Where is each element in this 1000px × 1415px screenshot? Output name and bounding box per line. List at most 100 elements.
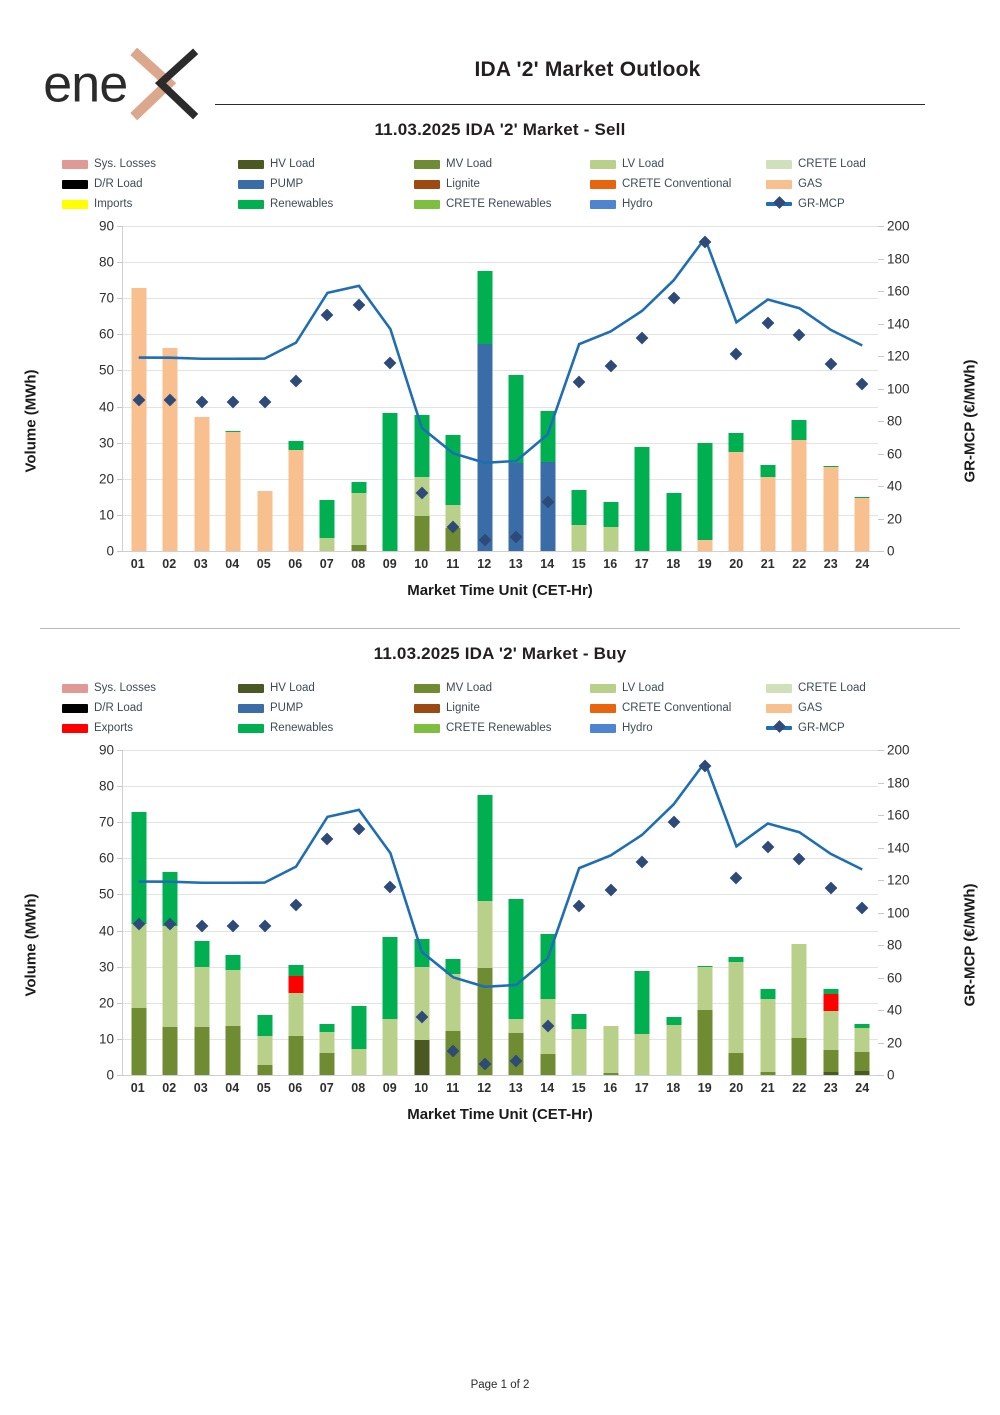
- bar-slot[interactable]: [815, 750, 846, 1075]
- legend-item-mv-load[interactable]: MV Load: [414, 678, 590, 698]
- bar-slot[interactable]: [469, 750, 500, 1075]
- bar-slot[interactable]: [501, 226, 532, 551]
- bar-stack[interactable]: [162, 871, 178, 1075]
- legend-item-hydro[interactable]: Hydro: [590, 194, 766, 214]
- bar-slot[interactable]: [689, 750, 720, 1075]
- bar-stack[interactable]: [382, 412, 398, 551]
- legend-item-mv-load[interactable]: MV Load: [414, 154, 590, 174]
- bar-slot[interactable]: [438, 226, 469, 551]
- bar-stack[interactable]: [603, 1025, 619, 1075]
- legend-item-renewables[interactable]: Renewables: [238, 718, 414, 738]
- legend-item-gr-mcp[interactable]: GR-MCP: [766, 194, 942, 214]
- bar-slot[interactable]: [689, 226, 720, 551]
- bar-stack[interactable]: [728, 432, 744, 551]
- legend-item-gas[interactable]: GAS: [766, 698, 942, 718]
- legend-item-crete-load[interactable]: CRETE Load: [766, 678, 942, 698]
- legend-item-lignite[interactable]: Lignite: [414, 698, 590, 718]
- bar-slot[interactable]: [312, 226, 343, 551]
- bar-stack[interactable]: [823, 989, 839, 1075]
- bar-stack[interactable]: [477, 271, 493, 551]
- bar-stack[interactable]: [414, 939, 430, 1075]
- bar-stack[interactable]: [445, 435, 461, 551]
- bar-slot[interactable]: [721, 226, 752, 551]
- bar-slot[interactable]: [249, 750, 280, 1075]
- bar-slot[interactable]: [312, 750, 343, 1075]
- bar-slot[interactable]: [375, 750, 406, 1075]
- bar-stack[interactable]: [697, 966, 713, 1075]
- legend-item-exports[interactable]: Exports: [62, 718, 238, 738]
- bar-stack[interactable]: [319, 499, 335, 551]
- bar-stack[interactable]: [131, 811, 147, 1075]
- legend-item-lv-load[interactable]: LV Load: [590, 154, 766, 174]
- bar-slot[interactable]: [154, 750, 185, 1075]
- bar-slot[interactable]: [186, 750, 217, 1075]
- bar-slot[interactable]: [721, 750, 752, 1075]
- bar-stack[interactable]: [760, 989, 776, 1075]
- bar-slot[interactable]: [658, 226, 689, 551]
- bar-stack[interactable]: [571, 490, 587, 551]
- legend-item-crete-conventional[interactable]: CRETE Conventional: [590, 698, 766, 718]
- bar-stack[interactable]: [194, 417, 210, 551]
- bar-slot[interactable]: [658, 750, 689, 1075]
- bar-stack[interactable]: [288, 440, 304, 551]
- bar-stack[interactable]: [634, 447, 650, 551]
- legend-item-d-r-load[interactable]: D/R Load: [62, 174, 238, 194]
- bar-slot[interactable]: [595, 226, 626, 551]
- legend-item-sys-losses[interactable]: Sys. Losses: [62, 154, 238, 174]
- bar-stack[interactable]: [854, 1024, 870, 1075]
- legend-item-crete-conventional[interactable]: CRETE Conventional: [590, 174, 766, 194]
- legend-item-sys-losses[interactable]: Sys. Losses: [62, 678, 238, 698]
- legend-item-crete-renewables[interactable]: CRETE Renewables: [414, 194, 590, 214]
- bar-slot[interactable]: [406, 750, 437, 1075]
- bar-stack[interactable]: [666, 1016, 681, 1075]
- bar-stack[interactable]: [697, 443, 713, 551]
- bar-slot[interactable]: [752, 750, 783, 1075]
- bar-stack[interactable]: [477, 795, 493, 1075]
- bar-slot[interactable]: [280, 750, 311, 1075]
- bar-slot[interactable]: [249, 226, 280, 551]
- bar-slot[interactable]: [343, 226, 374, 551]
- legend-item-gr-mcp[interactable]: GR-MCP: [766, 718, 942, 738]
- bar-stack[interactable]: [823, 465, 839, 551]
- bar-stack[interactable]: [351, 482, 367, 551]
- bar-slot[interactable]: [123, 226, 154, 551]
- bar-slot[interactable]: [280, 226, 311, 551]
- bar-slot[interactable]: [217, 226, 248, 551]
- bar-stack[interactable]: [508, 898, 524, 1075]
- bar-stack[interactable]: [382, 936, 398, 1075]
- bar-stack[interactable]: [319, 1023, 335, 1075]
- bar-slot[interactable]: [343, 750, 374, 1075]
- bar-stack[interactable]: [351, 1006, 367, 1075]
- bar-stack[interactable]: [791, 943, 807, 1075]
- legend-item-lv-load[interactable]: LV Load: [590, 678, 766, 698]
- legend-item-crete-load[interactable]: CRETE Load: [766, 154, 942, 174]
- bar-stack[interactable]: [225, 954, 241, 1075]
- bar-slot[interactable]: [626, 226, 657, 551]
- bar-stack[interactable]: [603, 501, 619, 551]
- bar-slot[interactable]: [847, 750, 878, 1075]
- bar-stack[interactable]: [760, 465, 776, 551]
- bar-slot[interactable]: [784, 750, 815, 1075]
- legend-item-imports[interactable]: Imports: [62, 194, 238, 214]
- bar-slot[interactable]: [186, 226, 217, 551]
- bar-stack[interactable]: [508, 374, 524, 551]
- legend-item-hv-load[interactable]: HV Load: [238, 154, 414, 174]
- bar-stack[interactable]: [571, 1014, 587, 1075]
- bar-slot[interactable]: [123, 750, 154, 1075]
- legend-item-d-r-load[interactable]: D/R Load: [62, 698, 238, 718]
- legend-item-hydro[interactable]: Hydro: [590, 718, 766, 738]
- legend-item-pump[interactable]: PUMP: [238, 174, 414, 194]
- bar-slot[interactable]: [563, 750, 594, 1075]
- bar-stack[interactable]: [854, 496, 870, 551]
- bar-slot[interactable]: [469, 226, 500, 551]
- bar-stack[interactable]: [194, 941, 210, 1075]
- bar-slot[interactable]: [501, 750, 532, 1075]
- legend-item-renewables[interactable]: Renewables: [238, 194, 414, 214]
- bar-stack[interactable]: [131, 287, 147, 551]
- bar-slot[interactable]: [375, 226, 406, 551]
- bar-stack[interactable]: [225, 430, 241, 551]
- bar-slot[interactable]: [595, 750, 626, 1075]
- legend-item-gas[interactable]: GAS: [766, 174, 942, 194]
- bar-slot[interactable]: [847, 226, 878, 551]
- bar-stack[interactable]: [728, 956, 744, 1075]
